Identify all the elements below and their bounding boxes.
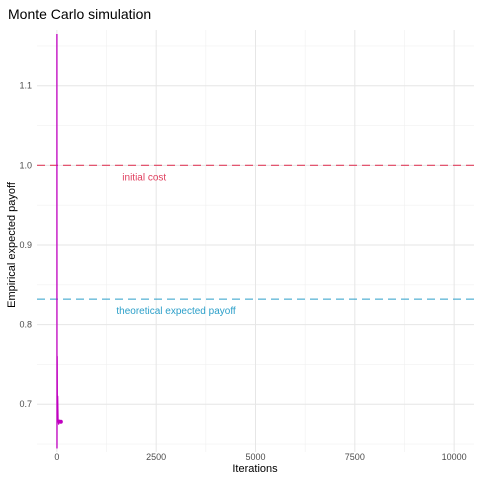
y-tick-label: 0.7 [19, 399, 32, 409]
y-tick-label: 1.0 [19, 160, 32, 170]
x-axis-title: Iterations [232, 463, 278, 475]
y-tick-label: 0.9 [19, 240, 32, 250]
x-tick-label: 10000 [442, 452, 467, 462]
initial-cost-label: initial cost [122, 172, 166, 183]
x-tick-label: 0 [54, 452, 59, 462]
y-tick-label: 1.1 [19, 81, 32, 91]
theoretical-payoff-label: theoretical expected payoff [116, 306, 236, 317]
series-layer [56, 33, 63, 449]
chart-title: Monte Carlo simulation [8, 6, 151, 22]
x-tick-label: 7500 [345, 452, 365, 462]
series-endpoint [58, 419, 63, 424]
y-axis-title: Empirical expected payoff [6, 181, 18, 308]
x-tick-label: 5000 [245, 452, 265, 462]
reference-lines: initial cost theoretical expected payoff [37, 164, 474, 317]
x-tick-label: 2500 [146, 452, 166, 462]
tick-labels: 0 2500 5000 7500 10000 0.7 0.8 0.9 1.0 1.1 [19, 81, 466, 462]
grid-layer [37, 30, 474, 452]
series-line [56, 33, 62, 449]
y-tick-label: 0.8 [19, 320, 32, 330]
